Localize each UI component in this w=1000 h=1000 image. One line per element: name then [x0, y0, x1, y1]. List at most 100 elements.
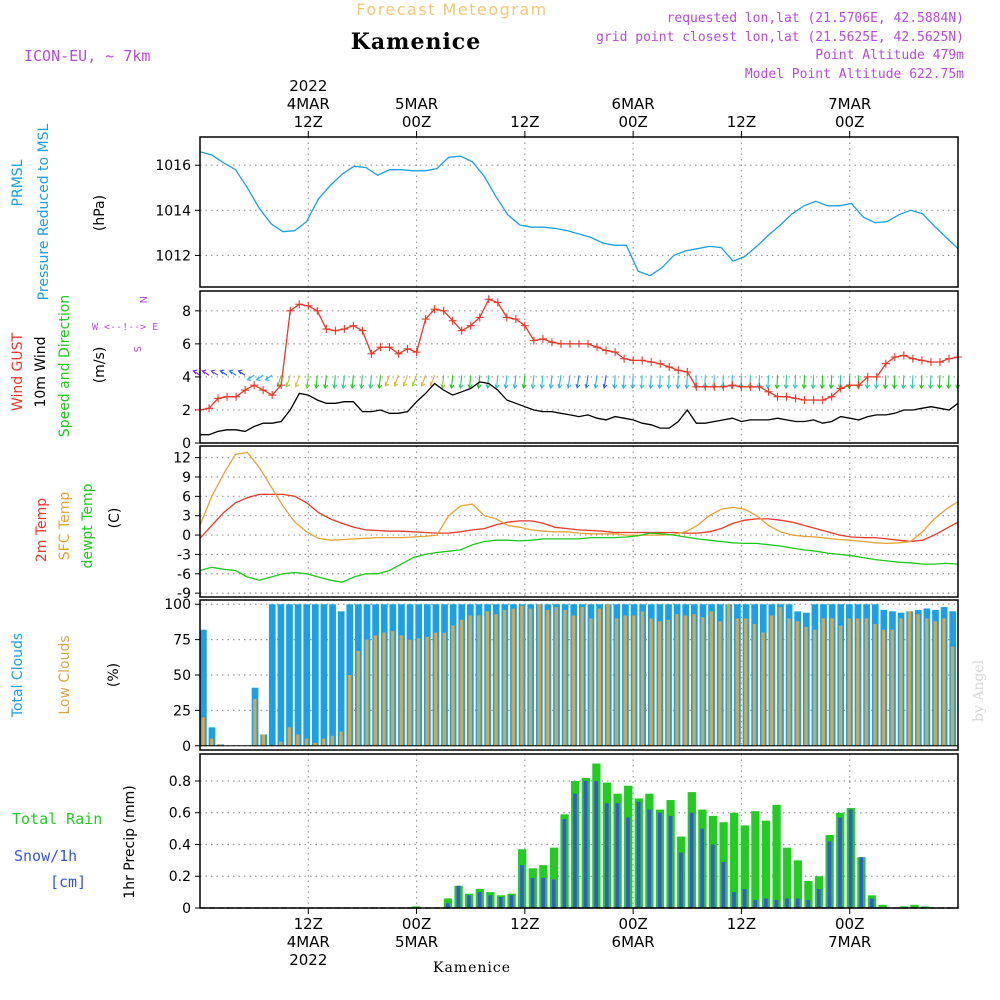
low-cloud-bar	[494, 614, 498, 747]
snow-bar	[467, 895, 471, 908]
low-cloud-bar	[425, 636, 429, 747]
wind-arrow-shaft	[369, 375, 372, 389]
wind-arrow-head	[494, 384, 500, 390]
gust-marker	[511, 315, 520, 324]
gust-marker	[719, 382, 728, 391]
wind-arrow-shaft	[430, 375, 436, 387]
gust-marker	[611, 348, 620, 357]
bottom-axis-label: 12Z	[727, 915, 756, 933]
wind-arrow	[359, 375, 365, 390]
snow-bar	[732, 892, 736, 908]
wind-arrow-head	[539, 384, 545, 390]
wind-arrow-shaft	[794, 375, 797, 389]
low-cloud-bar	[640, 611, 645, 747]
low-cloud-bar	[304, 738, 309, 747]
top-axis-label: 12Z	[727, 113, 756, 131]
total-cloud-bar	[294, 604, 302, 747]
wind-arrow-shaft	[613, 375, 616, 389]
wind-arrow	[910, 375, 916, 390]
wind-arrow-head	[792, 384, 798, 390]
snow-bar	[456, 885, 461, 908]
gust-marker	[268, 391, 277, 400]
low-cloud-bar	[528, 608, 533, 747]
low-cloud-bar	[201, 717, 205, 747]
gust-marker	[746, 382, 755, 391]
wind-arrow-head	[458, 384, 464, 390]
rain-bar	[772, 804, 781, 908]
panel-wind: 0 2 4 6 8	[182, 291, 958, 452]
wind-arrow-shaft	[486, 375, 490, 389]
wind-arrow-head	[602, 383, 608, 389]
gust-marker	[412, 348, 421, 357]
gust-marker	[935, 358, 944, 367]
gust-marker	[917, 356, 926, 365]
wind-arrow	[548, 375, 554, 390]
precipitation-ytick-label: 0.2	[169, 869, 191, 885]
low-cloud-bar	[485, 611, 490, 747]
gust-marker	[791, 394, 800, 403]
gust-marker	[827, 392, 836, 401]
precip-unit: 1hr Precip (mm)	[122, 785, 138, 898]
wind-arrow-head	[810, 384, 816, 390]
low-cloud-bar	[709, 611, 714, 747]
wind-arrow-shaft	[558, 375, 562, 388]
low-cloud-bar	[735, 618, 739, 747]
wind-arrow-head	[411, 381, 417, 387]
gust-marker	[710, 382, 719, 391]
clouds-ytick-label: 50	[173, 668, 191, 684]
temp-label-dew: dewpt Temp	[80, 483, 96, 568]
pressure-ytick-label: 1012	[155, 248, 191, 264]
wind-arrow-shaft	[550, 375, 553, 389]
gust-marker	[205, 404, 214, 413]
wind-arrow-shaft	[911, 375, 914, 389]
snow-bar	[774, 900, 779, 908]
location-title: Kamenice	[351, 29, 481, 55]
wind-arrow	[314, 375, 320, 390]
snow-bar	[488, 895, 493, 908]
gust-marker	[421, 315, 430, 324]
wind-arrow-shaft	[393, 375, 400, 387]
model-label: ICON-EU, ~ 7km	[24, 47, 150, 65]
low-cloud-bar	[279, 741, 283, 747]
wind-arrow-head	[711, 384, 717, 390]
wind-arrow	[384, 375, 391, 387]
wind-arrow-head	[255, 376, 261, 382]
wind-arrow-shaft	[514, 375, 517, 389]
pressure-label-prmsl: PRMSL	[10, 159, 26, 206]
wind-arrow-head	[639, 384, 645, 390]
low-cloud-bar	[322, 738, 326, 747]
snow-bar	[785, 898, 789, 908]
wind-arrow	[684, 375, 690, 390]
rain-bar	[412, 906, 421, 908]
wind-arrow	[593, 375, 599, 389]
low-cloud-bar	[726, 604, 731, 747]
wind-arrow	[377, 375, 383, 390]
low-cloud-bar	[623, 615, 627, 747]
gust-marker	[782, 392, 791, 401]
snow-bar	[742, 888, 747, 908]
snow-bar	[657, 812, 662, 908]
pressure-labels: PRMSL Pressure Reduced to MSL (hPa)	[10, 123, 108, 300]
gust-marker	[385, 343, 394, 352]
low-cloud-bar	[313, 742, 317, 747]
panel-pressure: 1012 1014 1016	[155, 137, 958, 287]
top-axis-label: 5MAR	[395, 95, 438, 113]
wind-arrow-head	[666, 384, 672, 390]
gust-marker	[322, 325, 331, 333]
gust-marker	[854, 381, 863, 390]
low-cloud-bar	[554, 607, 558, 747]
low-cloud-bar	[339, 731, 343, 747]
gust-marker	[593, 343, 602, 352]
rain-bar	[804, 881, 813, 908]
wind-arrow	[801, 375, 807, 390]
precipitation-ytick-label: 0.6	[169, 806, 191, 822]
gust-marker	[926, 358, 935, 367]
snow-bar	[477, 892, 482, 908]
pressure-line	[199, 151, 959, 277]
total-cloud-bar	[329, 604, 336, 747]
low-cloud-bar	[563, 609, 567, 747]
wind-arrow-head	[332, 384, 338, 390]
wind-unit: (m/s)	[92, 347, 108, 384]
low-cloud-bar	[769, 615, 774, 747]
wind-arrow-head	[485, 384, 491, 390]
